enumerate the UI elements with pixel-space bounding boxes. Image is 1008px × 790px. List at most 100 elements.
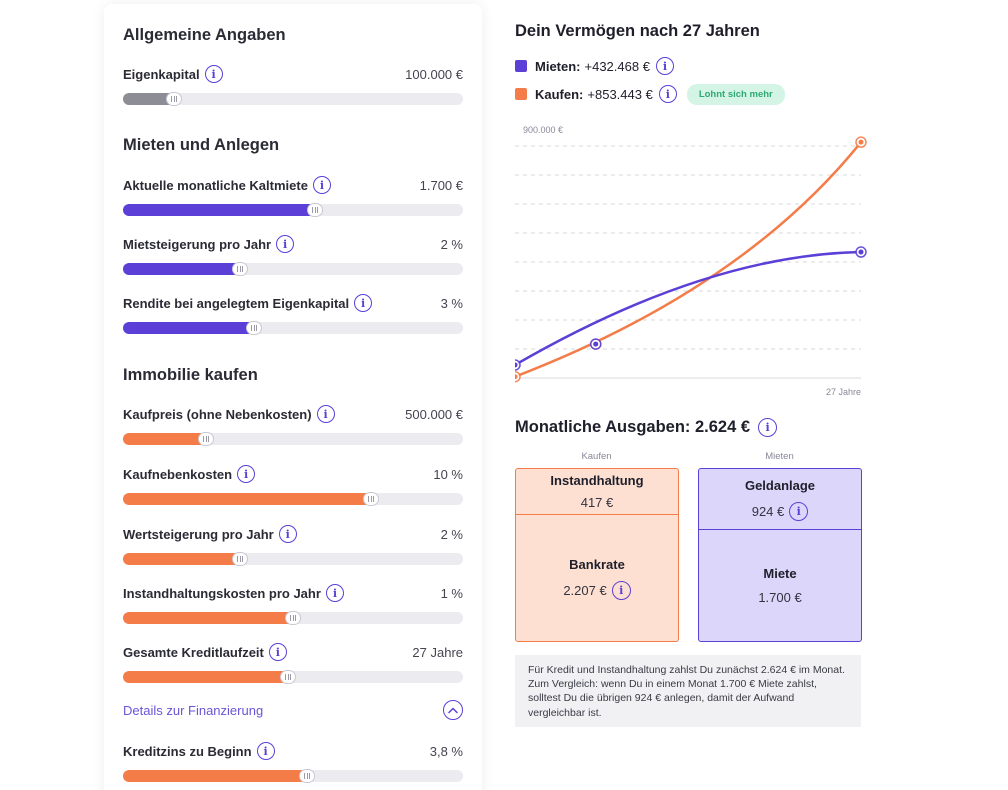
slider-thumb[interactable] [232, 262, 248, 276]
value-wertsteigerung: 2 % [440, 526, 463, 542]
box-geldanlage: Geldanlage 924 € i [698, 468, 862, 530]
info-icon[interactable]: i [278, 525, 297, 543]
slider-kreditzins[interactable] [123, 769, 463, 783]
section-title-mieten: Mieten und Anlegen [123, 136, 280, 154]
slider-thumb[interactable] [232, 552, 248, 566]
field-eigenkapital: Eigenkapital i 100.000 € [123, 64, 463, 108]
ausgaben-title: Monatliche Ausgaben: 2.624 € i [515, 418, 778, 437]
wealth-line-chart: 900.000 € 27 Jahre [515, 125, 867, 397]
legend-kaufen-label: Kaufen: [535, 86, 584, 102]
data-point-core-mieten [858, 249, 864, 255]
label-instandhaltungskosten: Instandhaltungskosten pro Jahr [123, 585, 321, 601]
slider-thumb[interactable] [280, 670, 296, 684]
slider-thumb[interactable] [246, 321, 262, 335]
geldanlage-value: 924 € [751, 503, 785, 519]
info-icon[interactable]: i [237, 465, 256, 483]
slider-thumb[interactable] [307, 203, 323, 217]
value-kaufnebenkosten: 10 % [433, 466, 463, 482]
value-instandhaltungskosten: 1 % [440, 585, 463, 601]
slider-fill [123, 770, 309, 782]
slider-thumb[interactable] [198, 432, 214, 446]
recommendation-badge: Lohnt sich mehr [686, 83, 785, 105]
details-finanzierung-link[interactable]: Details zur Finanzierung [123, 702, 264, 718]
instandhaltung-value: 417 € [580, 495, 614, 510]
geldanlage-label: Geldanlage [744, 477, 816, 493]
details-finanzierung-toggle[interactable]: Details zur Finanzierung [123, 700, 463, 720]
info-icon[interactable]: i [658, 85, 677, 103]
label-kreditzins: Kreditzins zu Beginn [123, 743, 252, 759]
field-mietsteigerung: Mietsteigerung pro Jahr i 2 % [123, 234, 463, 278]
box-miete: Miete 1.700 € [698, 529, 862, 642]
box-bankrate: Bankrate 2.207 € i [515, 514, 679, 642]
legend-kaufen: Kaufen: +853.443 € i Lohnt sich mehr [515, 83, 785, 105]
slider-rendite[interactable] [123, 321, 463, 335]
slider-instandhaltungskosten[interactable] [123, 611, 463, 625]
slider-thumb[interactable] [166, 92, 182, 106]
ausgaben-title-text: Monatliche Ausgaben: 2.624 € [515, 418, 751, 436]
info-icon[interactable]: i [655, 57, 674, 75]
label-mietsteigerung: Mietsteigerung pro Jahr [123, 236, 272, 252]
info-icon[interactable]: i [758, 418, 778, 437]
label-rendite: Rendite bei angelegtem Eigenkapital [123, 295, 350, 311]
legend-swatch-mieten [515, 60, 527, 72]
field-kaltmiete: Aktuelle monatliche Kaltmiete i 1.700 € [123, 175, 463, 219]
bankrate-label: Bankrate [569, 556, 625, 572]
slider-fill [123, 263, 242, 275]
info-icon[interactable]: i [316, 405, 335, 423]
series-line-kaufen [515, 140, 863, 378]
section-title-kaufen: Immobilie kaufen [123, 366, 258, 384]
value-mietsteigerung: 2 % [440, 236, 463, 252]
slider-thumb[interactable] [363, 492, 379, 506]
legend-kaufen-value: +853.443 € [587, 86, 653, 102]
column-label-kaufen: Kaufen [581, 451, 612, 462]
slider-wertsteigerung[interactable] [123, 552, 463, 566]
data-point-core-mieten [515, 362, 518, 368]
slider-kaufpreis[interactable] [123, 432, 463, 446]
settings-panel: Allgemeine Angaben Eigenkapital i 100.000… [104, 4, 482, 790]
slider-fill [123, 204, 317, 216]
legend-mieten-value: +432.468 € [584, 58, 650, 74]
info-icon[interactable]: i [611, 580, 631, 600]
section-title-allgemein: Allgemeine Angaben [123, 26, 286, 44]
chart-title: Dein Vermögen nach 27 Jahren [515, 22, 760, 40]
slider-kreditlaufzeit[interactable] [123, 670, 463, 684]
field-kreditzins: Kreditzins zu Beginn i 3,8 % [123, 741, 463, 785]
info-icon[interactable]: i [312, 176, 331, 194]
legend-mieten-label: Mieten: [535, 58, 581, 74]
value-kaufpreis: 500.000 € [405, 406, 463, 422]
info-icon[interactable]: i [276, 235, 295, 253]
field-kaufnebenkosten: Kaufnebenkosten i 10 % [123, 464, 463, 508]
slider-fill [123, 322, 256, 334]
slider-kaufnebenkosten[interactable] [123, 492, 463, 506]
bankrate-value: 2.207 € [563, 582, 607, 598]
miete-label: Miete [763, 566, 797, 581]
chevron-up-icon[interactable] [443, 700, 463, 720]
slider-fill [123, 671, 290, 683]
slider-fill [123, 553, 242, 565]
label-kaufnebenkosten: Kaufnebenkosten [123, 466, 233, 482]
slider-fill [123, 493, 373, 505]
info-icon[interactable]: i [256, 742, 275, 760]
value-kaltmiete: 1.700 € [419, 177, 463, 193]
slider-fill [123, 612, 295, 624]
field-kaufpreis: Kaufpreis (ohne Nebenkosten) i 500.000 € [123, 404, 463, 448]
slider-kaltmiete[interactable] [123, 203, 463, 217]
series-line-mieten [515, 250, 863, 367]
column-label-mieten: Mieten [765, 451, 794, 462]
info-icon[interactable]: i [325, 584, 344, 602]
slider-thumb[interactable] [285, 611, 301, 625]
label-wertsteigerung: Wertsteigerung pro Jahr [123, 526, 274, 542]
info-icon[interactable]: i [789, 501, 809, 521]
info-icon[interactable]: i [354, 294, 373, 312]
info-icon[interactable]: i [204, 65, 223, 83]
x-tick-label: 27 Jahre [826, 387, 861, 397]
results-panel: Dein Vermögen nach 27 Jahren Mieten: +43… [515, 0, 875, 790]
slider-mietsteigerung[interactable] [123, 262, 463, 276]
slider-thumb[interactable] [299, 769, 315, 783]
miete-value: 1.700 € [758, 590, 802, 605]
label-eigenkapital: Eigenkapital [123, 66, 200, 82]
value-kreditlaufzeit: 27 Jahre [412, 644, 463, 660]
slider-fill [123, 433, 208, 445]
slider-eigenkapital[interactable] [123, 92, 463, 106]
info-icon[interactable]: i [268, 643, 287, 661]
